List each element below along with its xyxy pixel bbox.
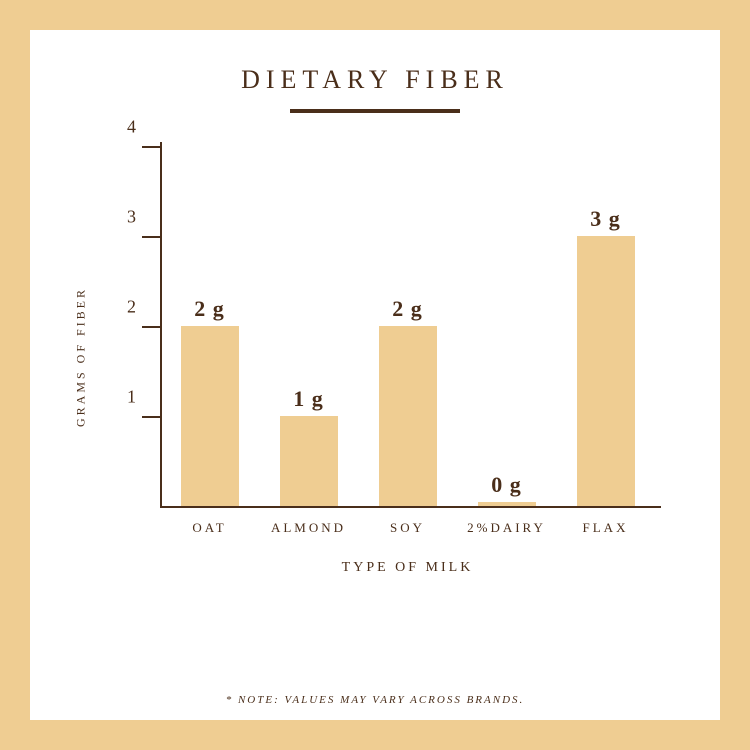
bar-value-label: 0 g <box>491 472 522 498</box>
bar-value-label: 2 g <box>194 296 225 322</box>
y-tick <box>142 236 160 238</box>
y-tick-label: 1 <box>112 387 136 408</box>
title-underline <box>290 109 460 113</box>
y-tick-label: 4 <box>112 117 136 138</box>
bar-value-label: 1 g <box>293 386 324 412</box>
x-ticks: OAT ALMOND SOY 2%DAIRY FLAX <box>160 520 655 536</box>
x-axis-line <box>160 506 661 508</box>
bar <box>577 236 635 506</box>
bar-value-label: 2 g <box>392 296 423 322</box>
y-tick <box>142 146 160 148</box>
footnote: * NOTE: VALUES MAY VARY ACROSS BRANDS. <box>30 694 720 706</box>
x-tick-label: FLAX <box>561 520 650 536</box>
bar-column: 3 g <box>561 206 650 506</box>
y-tick <box>142 326 160 328</box>
bars-group: 2 g 1 g 2 g 0 g 3 g <box>160 148 655 506</box>
x-tick-label: SOY <box>363 520 452 536</box>
plot-region: 2 g1 g2 g0 g3 g 1234 <box>160 148 655 508</box>
bar-column: 2 g <box>363 296 452 506</box>
x-axis-label: TYPE OF MILK <box>160 560 655 576</box>
y-tick <box>142 416 160 418</box>
x-tick-label: ALMOND <box>264 520 353 536</box>
bar-column: 1 g <box>264 386 353 506</box>
x-tick-label: OAT <box>165 520 254 536</box>
y-tick-label: 3 <box>112 207 136 228</box>
x-tick-label: 2%DAIRY <box>462 520 551 536</box>
bar-column: 0 g <box>462 472 551 506</box>
chart-title: DIETARY FIBER <box>241 65 509 95</box>
bar-value-label: 3 g <box>590 206 621 232</box>
outer-frame: DIETARY FIBER GRAMS OF FIBER 2 g 1 g 2 g 0 … <box>0 0 750 750</box>
bar-column: 2 g <box>165 296 254 506</box>
bar <box>379 326 437 506</box>
bar <box>181 326 239 506</box>
y-tick-label: 2 <box>112 297 136 318</box>
bar <box>280 416 338 506</box>
bar <box>478 502 536 506</box>
chart-area: GRAMS OF FIBER 2 g1 g2 g0 g3 g 1234 OATA… <box>95 148 655 578</box>
y-axis-label: GRAMS OF FIBER <box>74 287 89 427</box>
chart-card: DIETARY FIBER GRAMS OF FIBER 2 g 1 g 2 g 0 … <box>30 30 720 720</box>
